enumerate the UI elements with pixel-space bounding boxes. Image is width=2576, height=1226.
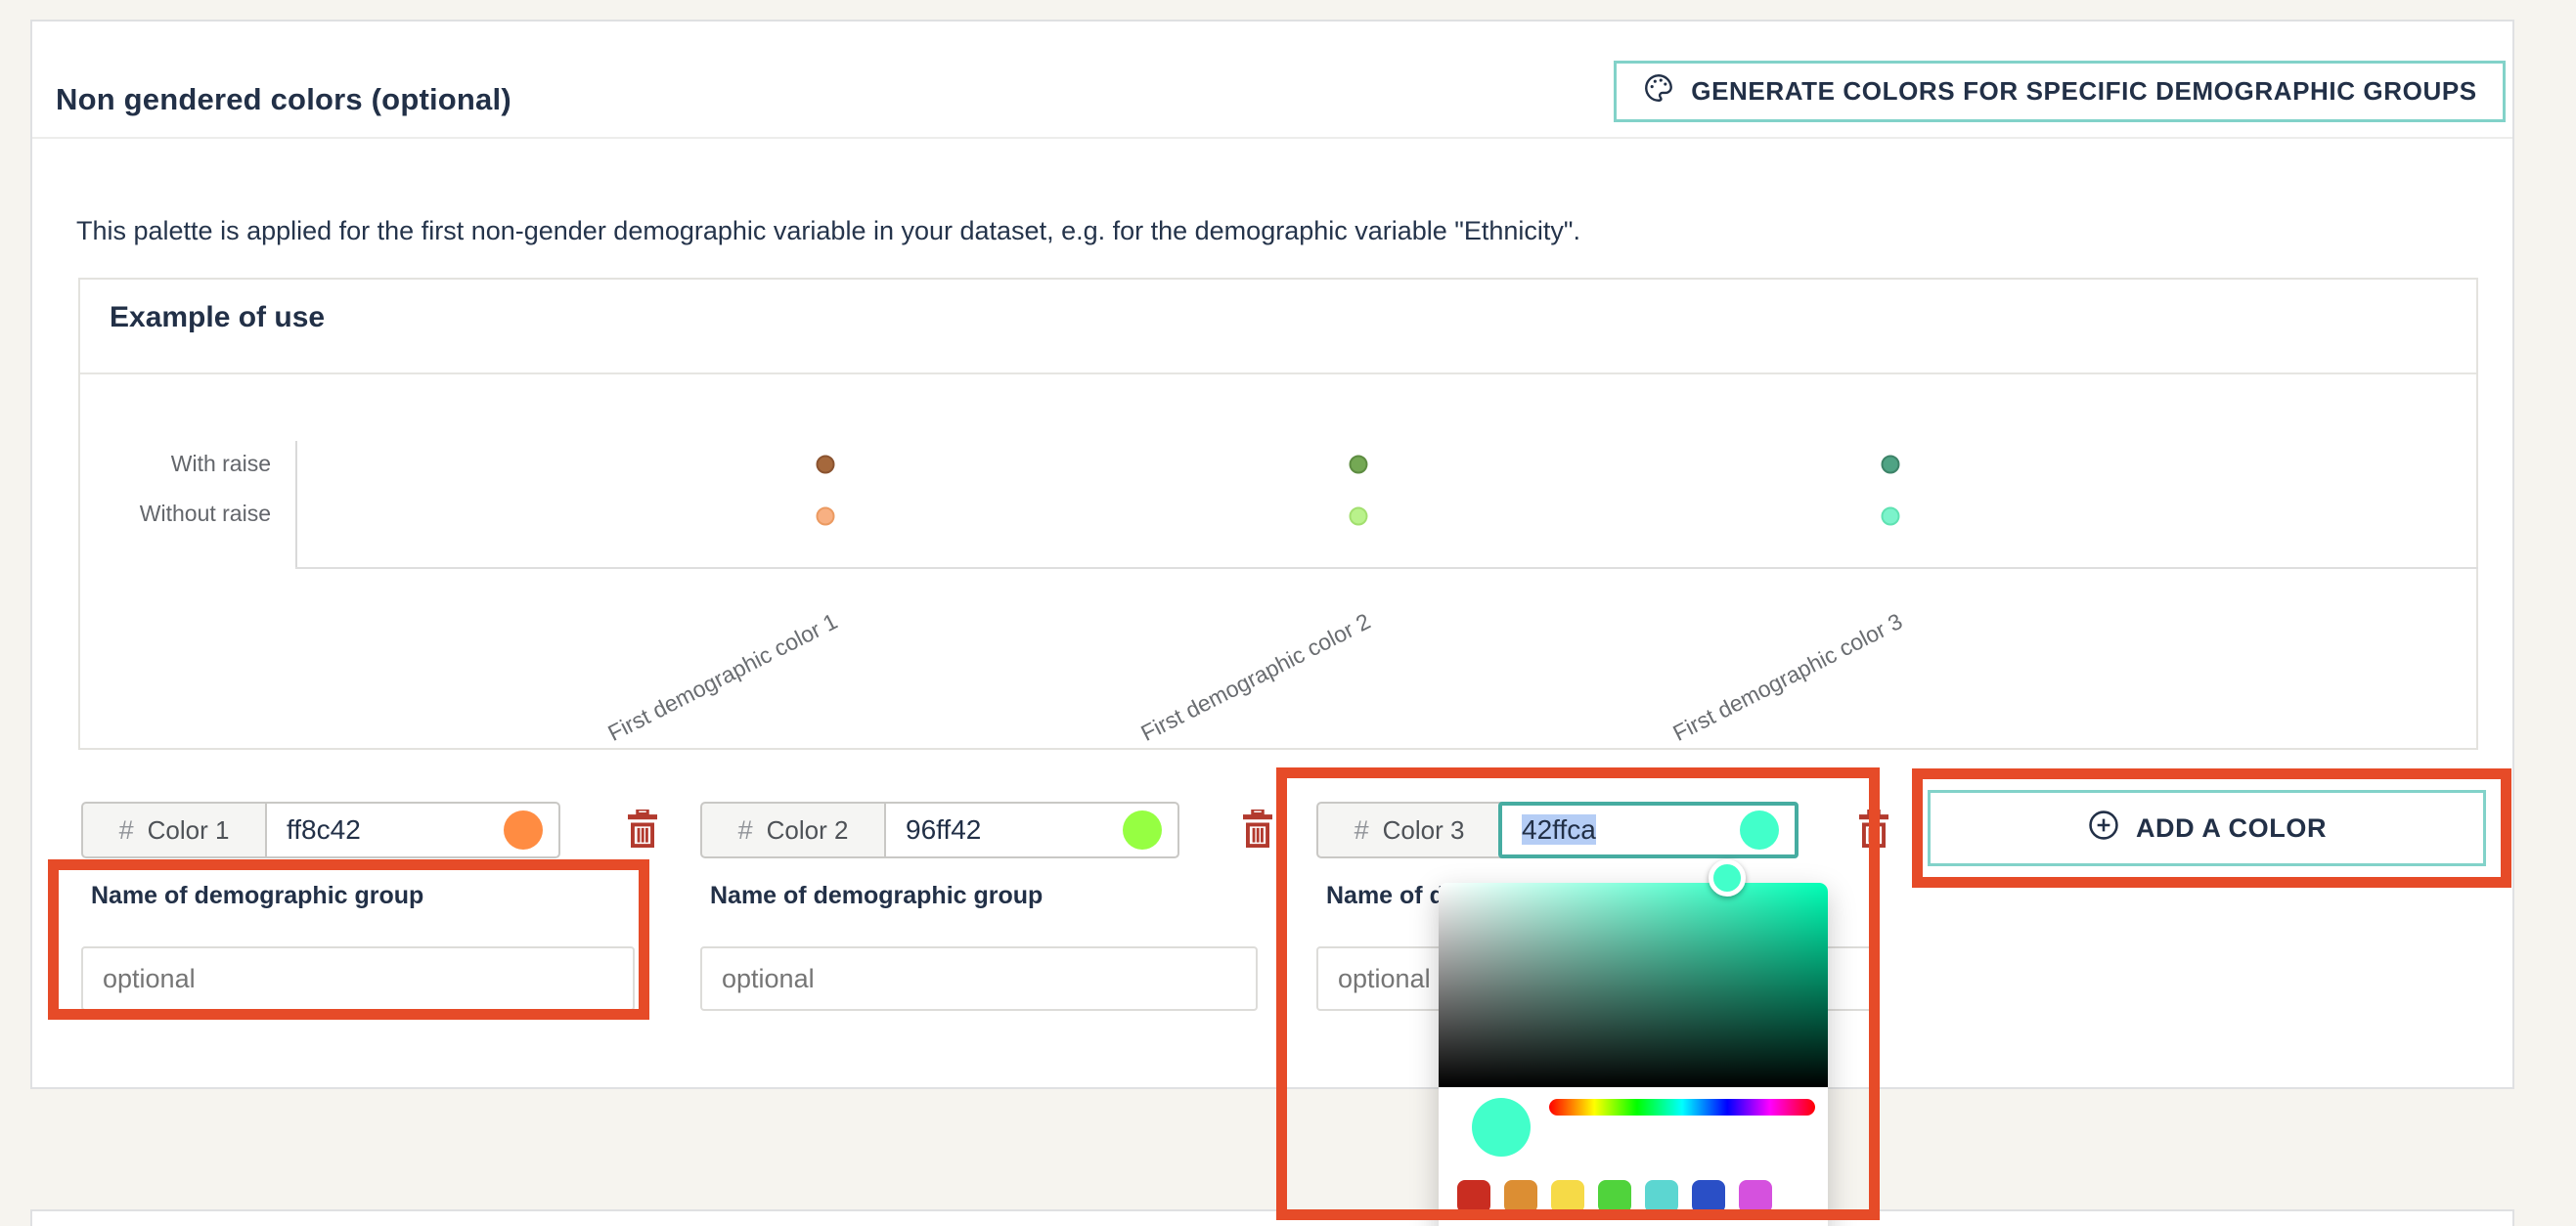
chart-dot <box>1349 455 1368 474</box>
color-2-hex-input[interactable]: 96ff42 <box>884 802 1179 858</box>
chart-dot <box>1349 506 1368 526</box>
add-a-color-button-label: ADD A COLOR <box>2135 812 2328 843</box>
example-of-use-box: Example of use With raise Without raise … <box>78 278 2478 750</box>
color-1-label: Color 1 <box>147 814 230 845</box>
add-a-color-button[interactable]: ADD A COLOR <box>1928 790 2486 866</box>
chart-x-tick-label: First demographic color 3 <box>1667 608 1906 746</box>
color-2-input-group: # Color 2 96ff42 <box>700 802 1179 858</box>
trash-icon <box>1856 808 1891 854</box>
chart-row-label: Without raise <box>139 501 271 526</box>
color-1-addon: # Color 1 <box>81 802 267 858</box>
generate-colors-button-label: GENERATE COLORS FOR SPECIFIC DEMOGRAPHIC… <box>1691 76 2477 106</box>
plus-circle-icon <box>2087 809 2120 849</box>
chart-dot <box>1881 455 1900 474</box>
picker-saturation-handle[interactable] <box>1709 859 1746 897</box>
hash-icon: # <box>118 814 134 845</box>
preset-color-swatch[interactable] <box>1457 1180 1490 1213</box>
palette-icon <box>1642 71 1675 111</box>
picker-hue-slider[interactable] <box>1549 1099 1815 1116</box>
preset-color-swatch[interactable] <box>1504 1180 1537 1213</box>
example-title: Example of use <box>110 301 326 333</box>
color-column-1: # Color 1 ff8c42 <box>81 802 688 1075</box>
color-2-hex-value: 96ff42 <box>906 814 982 845</box>
color-3-input-group: # Color 3 42ffca <box>1316 802 1799 858</box>
trash-icon <box>625 808 660 854</box>
delete-color-1-button[interactable] <box>621 808 664 854</box>
palette-description: This palette is applied for the first no… <box>76 216 1581 245</box>
preset-color-swatch[interactable] <box>1551 1180 1584 1213</box>
color-1-hex-input[interactable]: ff8c42 <box>265 802 560 858</box>
hash-icon: # <box>737 814 753 845</box>
name-of-group-label: Name of demographic group <box>91 882 424 909</box>
color-2-label: Color 2 <box>766 814 849 845</box>
color-3-label: Color 3 <box>1382 814 1465 845</box>
name-of-group-input-2[interactable] <box>700 946 1258 1011</box>
color-2-addon: # Color 2 <box>700 802 886 858</box>
generate-colors-button[interactable]: GENERATE COLORS FOR SPECIFIC DEMOGRAPHIC… <box>1614 61 2506 122</box>
next-section-card <box>30 1209 2514 1226</box>
chart-x-tick-label: First demographic color 1 <box>602 608 841 746</box>
example-divider <box>80 372 2476 374</box>
color-picker-popup <box>1439 859 1828 1226</box>
color-1-input-group: # Color 1 ff8c42 <box>81 802 560 858</box>
color-3-swatch[interactable] <box>1740 810 1779 850</box>
hash-icon: # <box>1354 814 1369 845</box>
color-3-hex-input[interactable]: 42ffca <box>1498 802 1799 858</box>
chart-dot <box>816 455 835 474</box>
delete-color-3-button[interactable] <box>1852 808 1895 854</box>
chart-row-label: With raise <box>170 451 271 476</box>
chart-dot <box>1881 506 1900 526</box>
chart-y-axis <box>295 441 297 569</box>
preset-color-swatch[interactable] <box>1598 1180 1631 1213</box>
color-column-2: # Color 2 96ff42 <box>700 802 1307 1075</box>
example-chart: With raise Without raise First demograph… <box>80 372 2478 748</box>
preset-color-swatch[interactable] <box>1739 1180 1772 1213</box>
trash-icon <box>1240 808 1275 854</box>
color-1-hex-value: ff8c42 <box>287 814 361 845</box>
page-title: Non gendered colors (optional) <box>56 81 511 116</box>
chart-x-tick-label: First demographic color 2 <box>1135 608 1374 746</box>
name-of-group-input-1[interactable] <box>81 946 635 1011</box>
picker-current-color-preview <box>1472 1098 1531 1157</box>
name-of-group-label: Name of demographic group <box>710 882 1044 909</box>
picker-preset-row <box>1457 1180 1772 1213</box>
color-2-swatch[interactable] <box>1123 810 1162 850</box>
color-3-hex-value: 42ffca <box>1502 814 1596 846</box>
delete-color-2-button[interactable] <box>1236 808 1279 854</box>
picker-saturation-area[interactable] <box>1439 859 1828 1087</box>
color-1-swatch[interactable] <box>504 810 543 850</box>
chart-dot <box>816 506 835 526</box>
chart-x-axis <box>295 567 2478 569</box>
card-header: Non gendered colors (optional) GENERATE … <box>32 22 2512 139</box>
preset-color-swatch[interactable] <box>1645 1180 1678 1213</box>
palette-settings-card: Non gendered colors (optional) GENERATE … <box>30 20 2514 1089</box>
preset-color-swatch[interactable] <box>1692 1180 1725 1213</box>
selected-text: 42ffca <box>1522 814 1596 845</box>
color-3-addon: # Color 3 <box>1316 802 1502 858</box>
